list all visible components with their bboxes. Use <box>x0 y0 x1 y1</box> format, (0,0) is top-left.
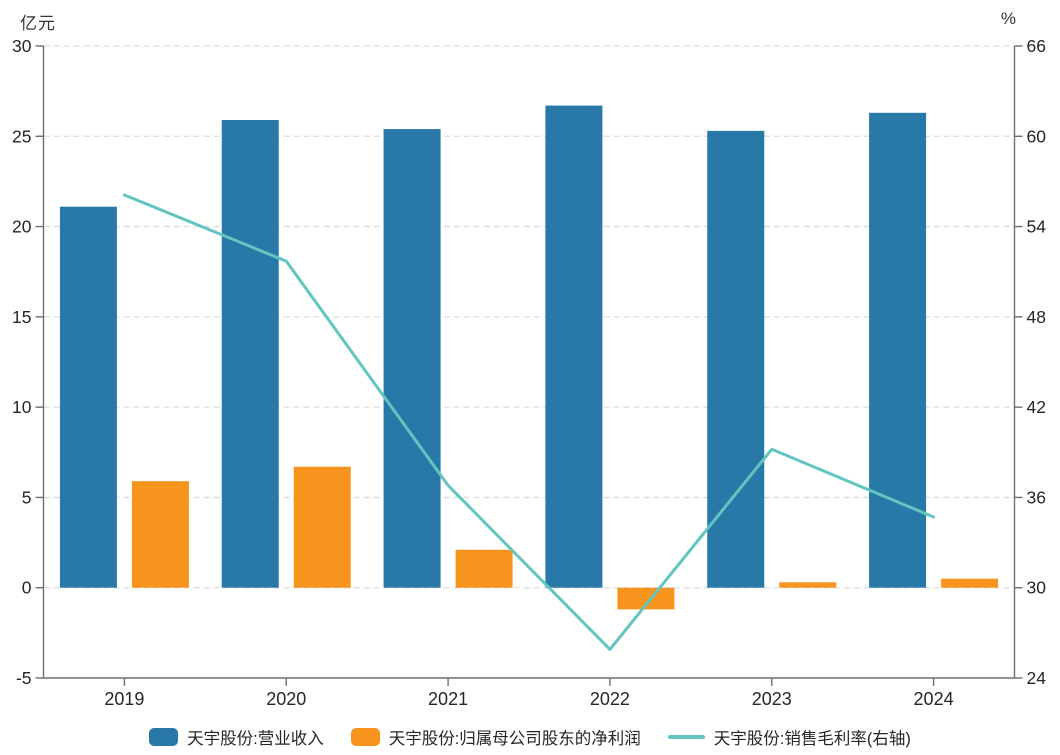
left-axis-tick-label: 15 <box>12 307 31 327</box>
left-axis-tick-label: 5 <box>22 487 32 507</box>
gross-margin-line <box>122 193 936 651</box>
bar-revenue-2022 <box>545 105 603 588</box>
left-axis-tick-label: 25 <box>12 126 31 146</box>
left-axis-tick-label: 30 <box>12 36 32 56</box>
left-axis-tick-label: 10 <box>12 397 32 417</box>
x-axis-year-label: 2020 <box>266 689 306 709</box>
bar-revenue-2020 <box>221 120 279 588</box>
legend-item-revenue: 天宇股份:营业收入 <box>149 725 324 749</box>
legend-label-net-profit: 天宇股份:归属母公司股东的净利润 <box>388 730 641 748</box>
x-axis-year-label: 2019 <box>104 689 144 709</box>
right-axis-tick-label: 30 <box>1027 578 1047 598</box>
bar-revenue-2021 <box>383 129 441 588</box>
left-axis-unit-label: 亿元 <box>20 14 56 33</box>
x-axis-year-label: 2021 <box>428 689 468 709</box>
right-axis-tick-label: 24 <box>1027 668 1047 688</box>
bar-net-profit-2024 <box>941 578 999 588</box>
right-axis-tick-label: 60 <box>1027 126 1047 146</box>
bar-revenue-2019 <box>59 206 117 588</box>
left-axis-tick-label: -5 <box>16 668 32 688</box>
legend-label-gross-margin: 天宇股份:销售毛利率(右轴) <box>713 730 911 748</box>
right-axis-unit-label: % <box>1000 9 1017 28</box>
bar-net-profit-2023 <box>779 582 837 588</box>
legend-label-revenue: 天宇股份:营业收入 <box>187 730 324 748</box>
chart-legend: 天宇股份:营业收入 天宇股份:归属母公司股东的净利润 天宇股份:销售毛利率(右轴… <box>0 725 1060 749</box>
bar-net-profit-2020 <box>293 466 351 588</box>
right-axis-tick-label: 36 <box>1027 487 1046 507</box>
right-axis-tick-label: 48 <box>1027 307 1046 327</box>
bar-net-profit-2019 <box>131 481 189 588</box>
x-axis-year-label: 2024 <box>914 689 954 709</box>
x-axis-year-label: 2022 <box>590 689 630 709</box>
bar-revenue-2024 <box>869 112 927 588</box>
gross-margin-line-swatch-icon <box>667 735 705 739</box>
revenue-bar-swatch-icon <box>149 728 179 746</box>
legend-item-gross-margin: 天宇股份:销售毛利率(右轴) <box>667 725 911 749</box>
right-axis-tick-label: 66 <box>1027 36 1046 56</box>
bar-net-profit-2021 <box>455 549 513 588</box>
right-axis-tick-label: 54 <box>1027 217 1047 237</box>
left-axis-tick-label: 20 <box>12 217 32 237</box>
net-profit-bar-swatch-icon <box>350 728 380 746</box>
bar-revenue-2023 <box>707 130 765 588</box>
bar-net-profit-2022 <box>617 587 675 610</box>
right-axis-tick-label: 42 <box>1027 397 1046 417</box>
left-axis-tick-label: 0 <box>22 578 32 598</box>
legend-item-net-profit: 天宇股份:归属母公司股东的净利润 <box>350 725 641 749</box>
x-axis-year-label: 2023 <box>752 689 792 709</box>
